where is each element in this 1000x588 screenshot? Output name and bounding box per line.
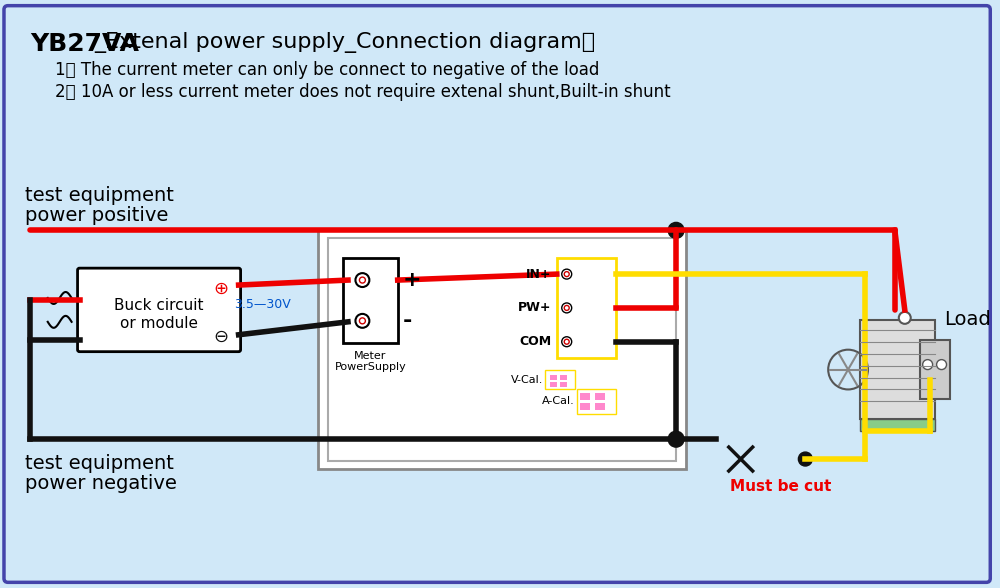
Bar: [920, 340, 950, 399]
Text: 3.5—30V: 3.5—30V: [234, 299, 290, 312]
Bar: [550, 382, 557, 387]
Text: A-Cal.: A-Cal.: [542, 396, 575, 406]
Text: Buck circuit: Buck circuit: [114, 298, 204, 313]
Text: PW+: PW+: [518, 302, 552, 315]
Bar: [580, 403, 590, 410]
Circle shape: [899, 312, 911, 324]
Circle shape: [564, 305, 569, 310]
Text: Load: Load: [945, 310, 991, 329]
Bar: [577, 389, 616, 415]
Circle shape: [668, 222, 684, 238]
Circle shape: [564, 272, 569, 276]
Text: YB27VA: YB27VA: [30, 32, 139, 55]
Text: ⊕: ⊕: [213, 280, 228, 298]
Text: V-Cal.: V-Cal.: [510, 375, 543, 385]
Text: or module: or module: [120, 316, 198, 331]
Text: +: +: [403, 270, 421, 290]
Bar: [557, 258, 616, 358]
Bar: [560, 375, 567, 379]
Bar: [545, 370, 575, 389]
FancyBboxPatch shape: [4, 6, 990, 582]
Text: test equipment: test equipment: [25, 186, 174, 205]
Bar: [550, 375, 557, 379]
Text: _Extenal power supply_Connection diagram：: _Extenal power supply_Connection diagram…: [94, 32, 595, 52]
Bar: [580, 393, 590, 400]
Bar: [595, 403, 605, 410]
Circle shape: [668, 431, 684, 447]
Text: test equipment: test equipment: [25, 454, 174, 473]
Circle shape: [359, 318, 365, 324]
FancyBboxPatch shape: [78, 268, 241, 352]
Bar: [560, 382, 567, 387]
FancyBboxPatch shape: [328, 238, 676, 461]
Circle shape: [564, 339, 569, 344]
Text: IN+: IN+: [526, 268, 552, 280]
Text: power negative: power negative: [25, 474, 177, 493]
Circle shape: [355, 314, 369, 328]
Text: Must be cut: Must be cut: [730, 479, 831, 494]
Text: 2， 10A or less current meter does not require extenal shunt,Built-in shunt: 2， 10A or less current meter does not re…: [55, 83, 670, 101]
Text: ⊖: ⊖: [213, 328, 228, 346]
Circle shape: [562, 303, 572, 313]
Text: Meter
PowerSupply: Meter PowerSupply: [334, 350, 406, 372]
Bar: [860, 419, 935, 431]
Text: power positive: power positive: [25, 206, 168, 225]
Circle shape: [937, 360, 947, 370]
FancyBboxPatch shape: [318, 230, 686, 469]
Circle shape: [562, 337, 572, 347]
Bar: [595, 393, 605, 400]
Circle shape: [359, 277, 365, 283]
Circle shape: [355, 273, 369, 287]
Bar: [343, 258, 398, 343]
Text: 1， The current meter can only be connect to negative of the load: 1， The current meter can only be connect…: [55, 61, 599, 79]
Text: COM: COM: [520, 335, 552, 348]
Circle shape: [562, 269, 572, 279]
Text: -: -: [403, 311, 412, 331]
Circle shape: [923, 360, 933, 370]
Circle shape: [798, 452, 812, 466]
Bar: [860, 320, 935, 419]
